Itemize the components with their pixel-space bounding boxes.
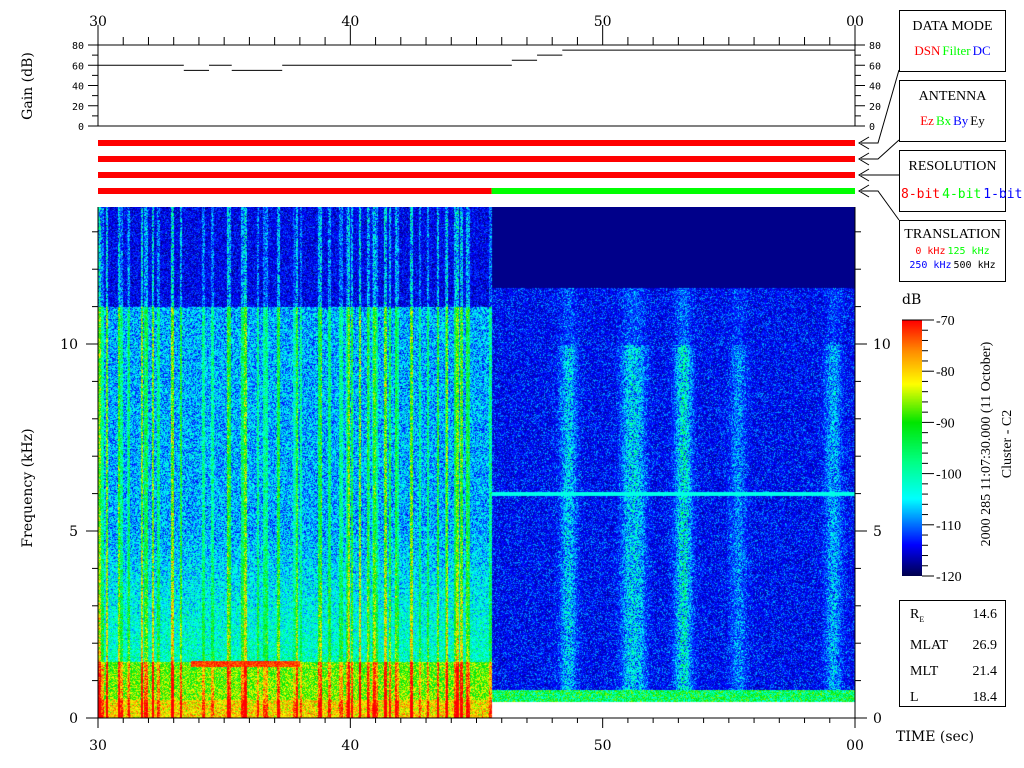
colorbar-tick-label: -110 — [936, 519, 961, 534]
status-bar-segment — [98, 140, 855, 146]
y-tick-label-right: 0 — [873, 711, 882, 727]
top-x-tick-label: 50 — [594, 14, 612, 30]
status-bar-segment — [491, 188, 855, 194]
colorbar — [902, 320, 922, 576]
arrow-icon — [858, 152, 870, 166]
translation-legend: TRANSLATION 0 kHz 125 kHz 250 kHz 500 kHz — [899, 220, 1006, 282]
gain-tick-label: 20 — [72, 102, 84, 113]
gain-tick-label: 80 — [72, 41, 84, 52]
gain-tick-label: 40 — [72, 82, 84, 93]
y-tick-label: 0 — [69, 711, 78, 727]
legend-item: Filter — [942, 43, 971, 58]
orbit-row: MLT 21.4 — [910, 663, 997, 679]
gain-tick-label-right: 0 — [869, 122, 875, 133]
colorbar-label: dB — [902, 292, 922, 308]
antenna-legend: ANTENNA Ez Bx By Ey — [899, 80, 1006, 142]
legend-item: 1-bit — [983, 187, 1023, 202]
gain-tick-label: 0 — [78, 122, 84, 133]
x-tick-label: 30 — [89, 738, 107, 754]
orbit-info: RE 14.6 MLAT 26.9 MLT 21.4 L 18.4 — [899, 600, 1006, 707]
status-bar-segment — [98, 188, 492, 194]
orbit-row: RE 14.6 — [910, 607, 997, 624]
y-tick-label: 10 — [60, 337, 78, 353]
x-tick-label: 00 — [846, 738, 864, 754]
gain-tick-label-right: 80 — [869, 41, 881, 52]
arrow-icon — [858, 136, 870, 150]
top-x-tick-label: 00 — [846, 14, 864, 30]
legend-item: By — [953, 113, 969, 128]
legend-item: DC — [972, 43, 991, 58]
colorbar-tick-label: -80 — [936, 365, 955, 380]
top-x-tick-label: 40 — [341, 14, 359, 30]
connector-line — [861, 139, 900, 160]
colorbar-tick-label: -120 — [936, 570, 962, 585]
y-tick-label-right: 5 — [873, 524, 882, 540]
gain-tick-label-right: 40 — [869, 82, 881, 93]
colorbar-tick-label: -100 — [936, 468, 962, 483]
colorbar-tick-label: -70 — [936, 314, 955, 329]
antenna-title: ANTENNA — [918, 89, 987, 104]
gain-tick-label-right: 20 — [869, 102, 881, 113]
gain-ylabel: Gain (dB) — [20, 52, 36, 120]
spectrogram — [98, 207, 855, 718]
legend-item: DSN — [914, 43, 941, 58]
x-axis-label: TIME (sec) — [896, 729, 975, 745]
colorbar-tick-label: -90 — [936, 416, 955, 431]
top-x-tick-label: 30 — [89, 14, 107, 30]
legend-item: 4-bit — [942, 187, 982, 202]
arrow-icon — [858, 168, 870, 182]
side-title: 2000 285 11:07:30.000 (11 October) — [979, 341, 994, 547]
x-tick-label: 40 — [341, 738, 359, 754]
legend-item: 0 kHz — [915, 246, 946, 257]
status-bar-segment — [98, 172, 855, 178]
y-axis-label: Frequency (kHz) — [20, 428, 36, 548]
arrow-icon — [858, 184, 870, 198]
legend-item: 250 kHz — [909, 260, 952, 271]
legend-item: Bx — [935, 113, 952, 128]
gain-tick-label-right: 60 — [869, 61, 881, 72]
legend-item: 125 kHz — [947, 246, 990, 257]
orbit-row: MLAT 26.9 — [910, 637, 997, 653]
legend-item: Ey — [970, 113, 985, 128]
connector-line — [861, 69, 900, 144]
y-tick-label-right: 10 — [873, 337, 891, 353]
legend-item: 500 kHz — [953, 260, 996, 271]
status-bar-segment — [98, 156, 855, 162]
x-tick-label: 50 — [594, 738, 612, 754]
y-tick-label: 5 — [69, 524, 78, 540]
data-mode-title: DATA MODE — [912, 19, 993, 34]
resolution-title: RESOLUTION — [908, 159, 997, 174]
resolution-legend: RESOLUTION 8-bit 4-bit 1-bit — [899, 150, 1022, 212]
gain-tick-label: 60 — [72, 61, 84, 72]
legend-item: 8-bit — [901, 187, 941, 202]
spacecraft-label: Cluster - C2 — [1000, 409, 1015, 479]
data-mode-legend: DATA MODE DSN Filter DC — [899, 10, 1006, 72]
connector-line — [861, 190, 900, 221]
orbit-row: L 18.4 — [910, 689, 997, 705]
translation-title: TRANSLATION — [904, 227, 1001, 242]
legend-item: Ez — [920, 113, 934, 128]
